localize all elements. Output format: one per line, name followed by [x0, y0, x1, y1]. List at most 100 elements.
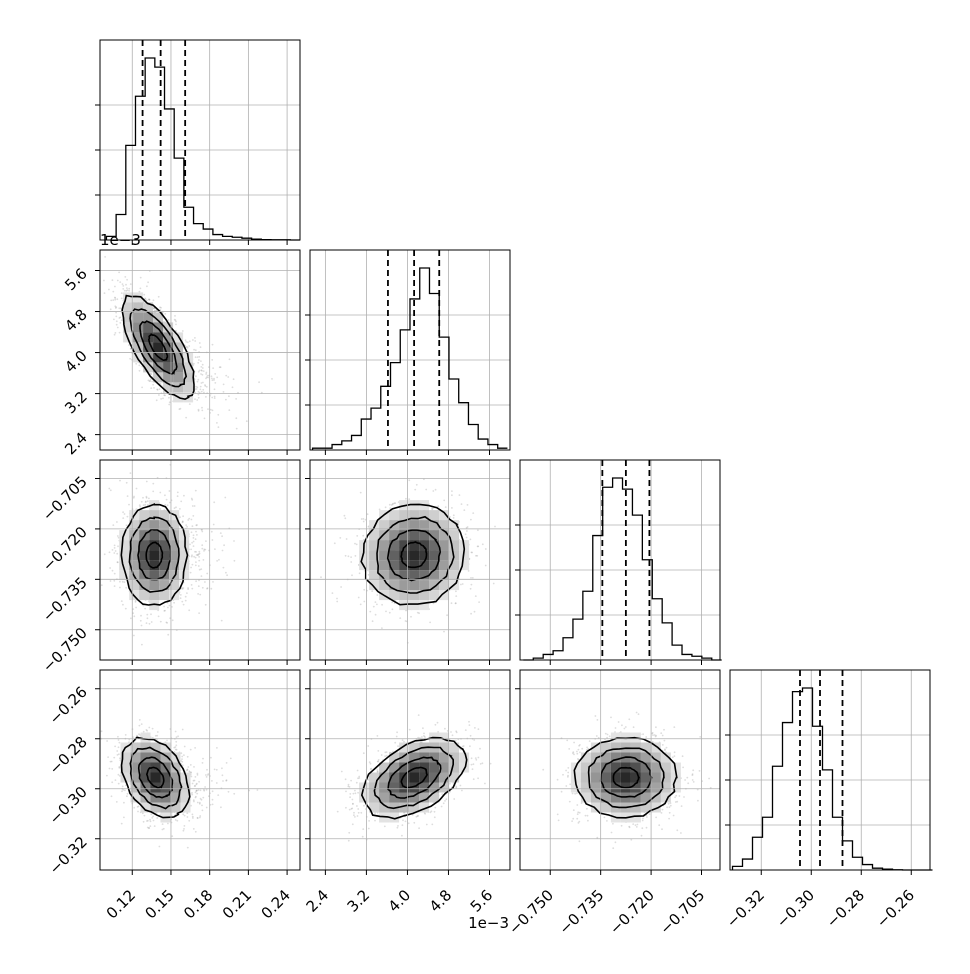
sample-point: [408, 498, 410, 500]
sample-point: [128, 344, 130, 346]
sample-point: [345, 555, 347, 557]
sample-point: [119, 322, 121, 324]
sample-point: [122, 511, 124, 513]
sample-point: [121, 292, 123, 294]
sample-point: [197, 362, 199, 364]
sample-point: [405, 498, 407, 500]
sample-point: [446, 614, 448, 616]
sample-point: [375, 601, 377, 603]
sample-point: [198, 391, 200, 393]
sample-point: [117, 280, 119, 282]
sample-point: [363, 518, 365, 520]
sample-point: [201, 407, 203, 409]
sample-point: [432, 490, 434, 492]
sample-point: [152, 491, 154, 493]
sample-point: [227, 376, 229, 378]
sample-point: [182, 515, 184, 517]
sample-point: [476, 555, 478, 557]
sample-point: [200, 789, 202, 791]
sample-point: [119, 480, 121, 482]
sample-point: [214, 373, 216, 375]
sample-point: [203, 559, 205, 561]
sample-point: [207, 408, 209, 410]
sample-point: [385, 506, 387, 508]
sample-point: [207, 587, 209, 589]
sample-point: [214, 396, 216, 398]
sample-point: [197, 554, 199, 556]
sample-point: [135, 607, 137, 609]
sample-point: [192, 515, 194, 517]
sample-point: [350, 561, 352, 563]
sample-point: [129, 358, 131, 360]
sample-point: [466, 527, 468, 529]
sample-point: [175, 506, 177, 508]
sample-point: [196, 524, 198, 526]
sample-point: [220, 532, 222, 534]
sample-point: [148, 498, 150, 500]
sample-point: [229, 358, 231, 360]
sample-point: [246, 420, 248, 422]
sample-point: [363, 521, 365, 523]
sample-point: [164, 494, 166, 496]
sample-point: [451, 490, 453, 492]
sample-point: [216, 560, 218, 562]
sample-point: [212, 410, 214, 412]
sample-point: [198, 580, 200, 582]
sample-point: [453, 517, 455, 519]
density-panel-3-0: [100, 670, 300, 870]
sample-point: [141, 501, 143, 503]
sample-point: [197, 386, 199, 388]
sample-point: [122, 517, 124, 519]
sample-point: [177, 492, 179, 494]
sample-point: [109, 567, 111, 569]
sample-point: [110, 300, 112, 302]
sample-point: [336, 598, 338, 600]
sample-point: [410, 616, 412, 618]
sample-point: [332, 592, 334, 594]
sample-point: [110, 308, 112, 310]
sample-point: [389, 507, 391, 509]
sample-point: [145, 298, 147, 300]
sample-point: [462, 583, 464, 585]
sample-point: [258, 381, 260, 383]
sample-point: [201, 531, 203, 533]
sample-point: [114, 573, 116, 575]
sample-point: [159, 388, 161, 390]
sample-point: [138, 365, 140, 367]
sample-point: [115, 312, 117, 314]
density-panel-2-0: [100, 460, 300, 660]
sample-point: [198, 359, 200, 361]
sample-point: [158, 616, 160, 618]
sample-point: [204, 385, 206, 387]
sample-point: [449, 516, 451, 518]
sample-point: [211, 359, 213, 361]
sample-point: [158, 394, 160, 396]
sample-point: [385, 611, 387, 613]
sample-point: [478, 601, 480, 603]
sample-point: [185, 339, 187, 341]
sample-point: [195, 580, 197, 582]
sample-point: [190, 567, 192, 569]
sample-point: [130, 283, 132, 285]
sample-point: [463, 509, 465, 511]
sample-point: [470, 613, 472, 615]
sample-point: [271, 378, 273, 380]
sample-point: [151, 621, 153, 623]
sample-point: [110, 489, 112, 491]
sample-point: [171, 606, 173, 608]
sample-point: [334, 542, 336, 544]
panel-content: [98, 256, 273, 430]
sample-point: [320, 576, 322, 578]
sample-point: [140, 288, 142, 290]
sample-point: [408, 479, 410, 481]
sample-point: [126, 287, 128, 289]
sample-point: [200, 346, 202, 348]
sample-point: [451, 507, 453, 509]
sample-point: [166, 499, 168, 501]
sample-point: [465, 533, 467, 535]
sample-point: [116, 553, 118, 555]
sample-point: [219, 366, 221, 368]
sample-point: [391, 601, 393, 603]
sample-point: [198, 409, 200, 411]
sample-point: [207, 375, 209, 377]
